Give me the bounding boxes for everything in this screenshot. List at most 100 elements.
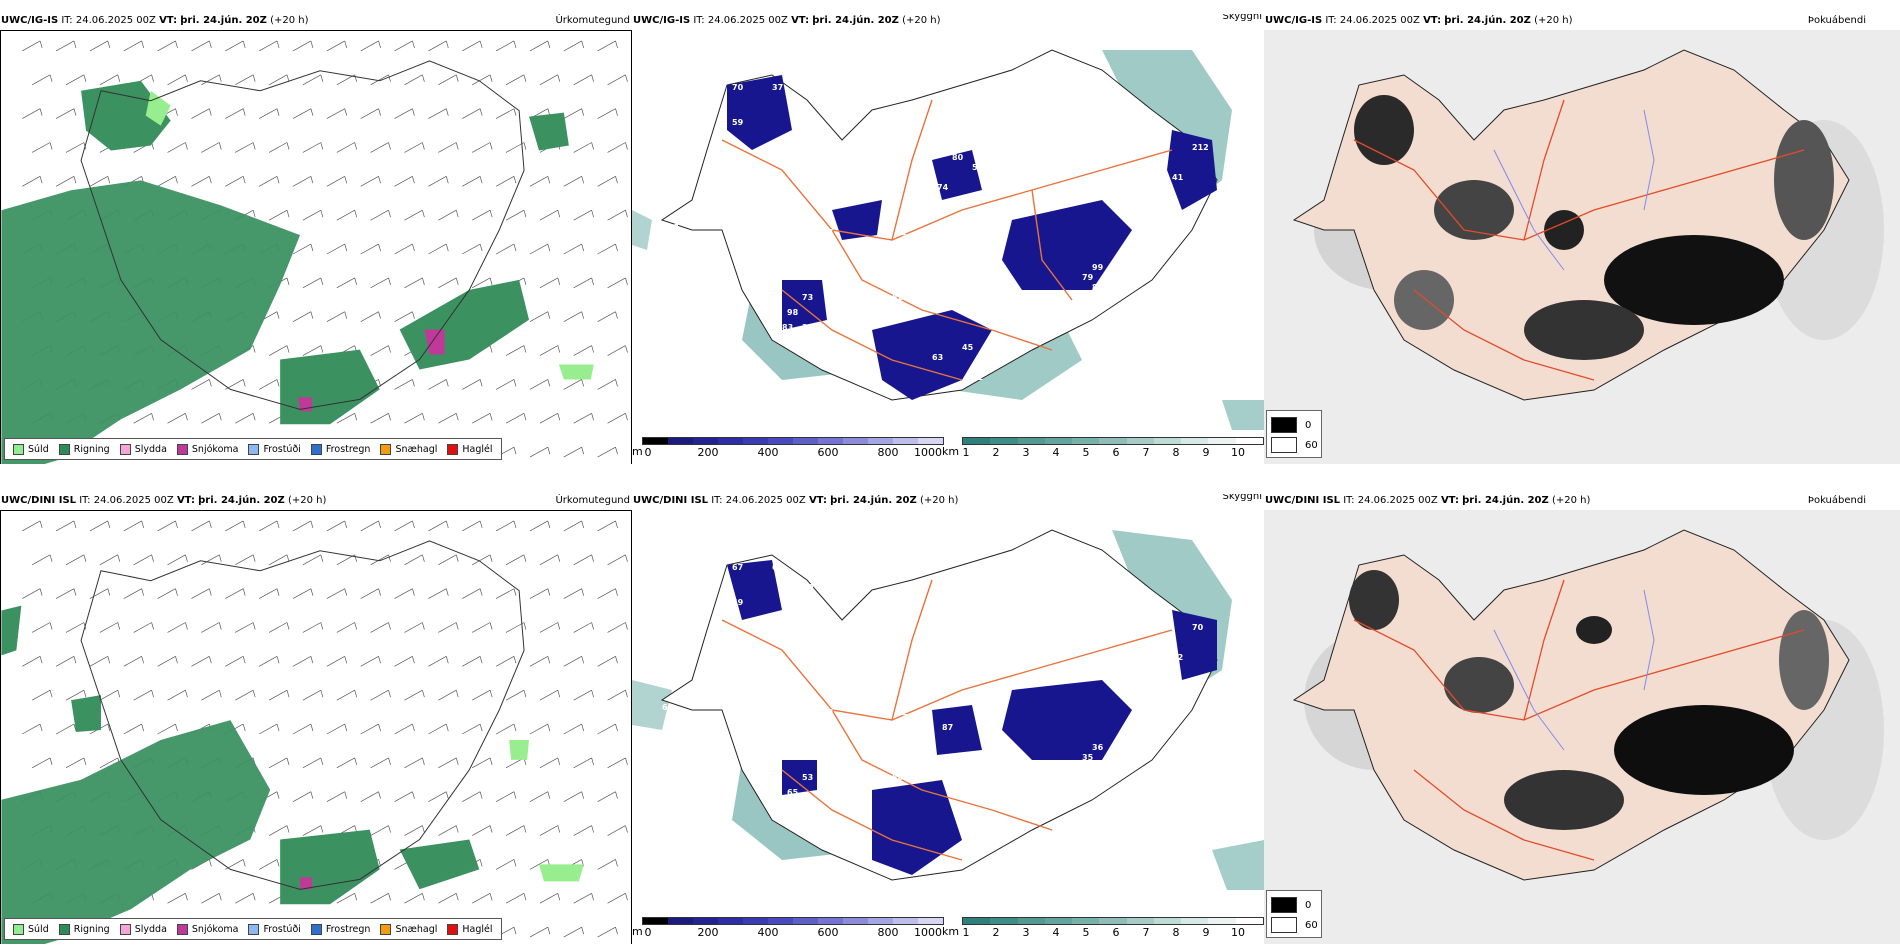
wind-barb	[22, 176, 43, 187]
coastline	[80, 540, 525, 890]
cloud-base-label: 212	[1192, 143, 1209, 152]
wind-barb	[428, 176, 449, 187]
lead-time: (+20 h)	[1551, 495, 1591, 506]
wind-barb	[529, 379, 551, 390]
wind-barb	[495, 243, 517, 255]
height-color-step	[843, 918, 868, 924]
wind-barb	[394, 791, 415, 803]
wind-barb	[438, 554, 459, 566]
wind-barb	[55, 656, 77, 667]
snow-swatch	[176, 443, 188, 455]
height-tick: 1000	[914, 446, 942, 459]
fog-value: 60	[1305, 919, 1318, 931]
height-color-step	[718, 918, 743, 924]
cloud-base-label: 59	[732, 598, 744, 607]
coastline	[80, 60, 525, 410]
wind-barb	[573, 622, 594, 633]
wind-barb	[360, 588, 381, 599]
drizzle-area	[539, 864, 584, 882]
wind-barb	[505, 345, 527, 356]
island-outline	[660, 529, 1218, 881]
vis-tick: 3	[1022, 926, 1030, 939]
wind-barb	[505, 689, 527, 701]
cloud-base-label: 96	[792, 273, 804, 282]
panel-header: UWC/IG-IS IT: 24.06.2025 00Z VT: þri. 24…	[632, 14, 1264, 28]
cloud-base-label: 105	[1102, 133, 1119, 142]
cloud-base-label: 80	[952, 153, 964, 162]
wind-barb	[167, 689, 188, 701]
wind-barb	[360, 520, 381, 532]
wind-barb	[191, 656, 212, 667]
wind-barb	[268, 689, 290, 701]
legend-item: Rigning	[58, 443, 110, 455]
panel-header: UWC/IG-IS IT: 24.06.2025 00Z VT: þri. 24…	[1264, 14, 1900, 28]
wind-barb	[65, 622, 87, 633]
it-value: 24.06.2025 00Z	[707, 15, 788, 26]
wind-barb	[235, 892, 256, 904]
wind-barb	[336, 689, 358, 701]
fog-map	[1264, 510, 1900, 944]
wind-barb	[505, 892, 527, 904]
legend-item: Haglél	[447, 443, 493, 455]
wind-barb	[89, 176, 111, 187]
cloud-area	[727, 560, 782, 620]
lead-time: (+20 h)	[919, 495, 959, 506]
fog-swatch-dark	[1271, 417, 1297, 433]
wind-barb	[268, 757, 290, 769]
rain-swatch	[58, 443, 70, 455]
visibility-color-step	[963, 438, 991, 444]
wind-barb	[65, 554, 87, 566]
wind-barb	[326, 520, 348, 532]
wind-barb	[597, 926, 618, 938]
wind-barb	[258, 588, 280, 599]
wind-barb	[360, 723, 381, 735]
wind-barb	[472, 412, 493, 424]
height-color-step	[893, 918, 918, 924]
legend-item: Frostúði	[248, 443, 301, 455]
visibility-color-step	[1235, 918, 1263, 924]
wind-barb	[404, 892, 425, 904]
wind-barb	[292, 588, 314, 599]
wind-barb	[472, 689, 493, 701]
it-value: 24.06.2025 00Z	[93, 495, 174, 506]
cloud-base-label: 68	[742, 63, 754, 72]
wind-barb	[225, 40, 246, 52]
wind-barb	[573, 277, 594, 289]
wind-barb	[123, 520, 144, 532]
wind-barb	[123, 723, 144, 735]
wind-barb	[607, 209, 628, 221]
wind-barb	[99, 554, 121, 566]
height-color-step	[918, 438, 943, 444]
height-color-step	[893, 438, 918, 444]
wind-barb	[529, 311, 551, 323]
wind-barb	[529, 656, 551, 667]
height-tick: 800	[877, 926, 899, 939]
wind-barb	[597, 176, 618, 187]
wind-barb	[326, 311, 348, 323]
visibility-color-step	[963, 918, 991, 924]
cloud-base-label: 49	[1112, 793, 1124, 802]
cloud-base-label: 45	[962, 343, 974, 352]
visibility-color-step	[1181, 438, 1209, 444]
wind-barb	[201, 689, 222, 701]
height-tick: 800	[877, 446, 899, 459]
cloud-area	[832, 200, 882, 240]
wind-barb	[404, 277, 425, 289]
panel-header: UWC/DINI ISL IT: 24.06.2025 00Z VT: þri.…	[1264, 494, 1900, 508]
vt-label: VT:	[1440, 495, 1459, 506]
legend-item: Slydda	[119, 443, 167, 455]
wind-barb	[235, 74, 256, 86]
drizzle-area	[145, 90, 171, 126]
wind-barb	[31, 142, 53, 153]
wind-barb	[607, 892, 628, 904]
wind-barb	[428, 520, 449, 532]
wind-barb	[157, 520, 178, 532]
rain-swatch	[58, 923, 70, 935]
wind-barb	[573, 825, 594, 836]
fog-panel-row2: UWC/DINI ISL IT: 24.06.2025 00Z VT: þri.…	[1264, 494, 1900, 944]
visibility-color-step	[1017, 918, 1045, 924]
wind-barb	[99, 622, 121, 633]
wind-barb	[472, 554, 493, 566]
cloud-area	[1167, 130, 1217, 210]
